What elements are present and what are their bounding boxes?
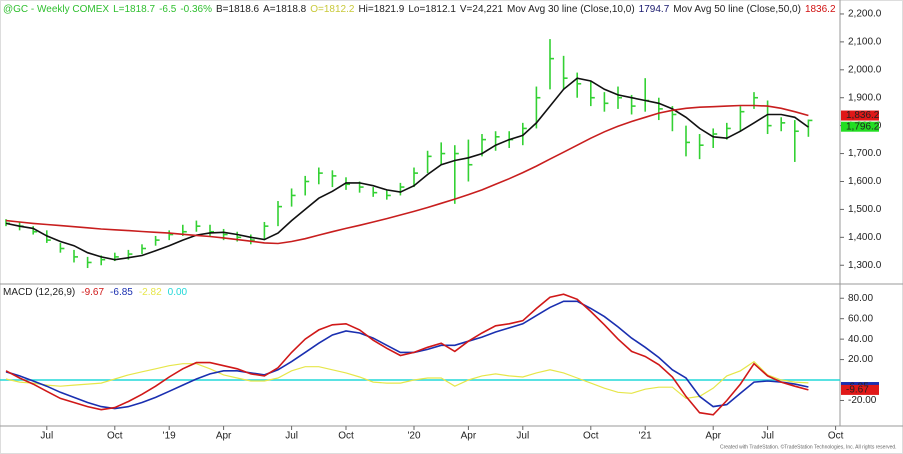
chart-header: @GC - Weekly COMEX L=1818.7 -6.5 -0.36% B=18…	[3, 4, 836, 15]
y-tick-label: 1,300.0	[848, 260, 882, 271]
macd-readout: -2.82	[139, 287, 162, 298]
x-tick-label: Jul	[40, 431, 53, 442]
price-tag	[841, 121, 879, 132]
header-item: -6.5	[159, 4, 177, 15]
x-tick-label: Apr	[705, 431, 721, 442]
y-tick-label: 1,700.0	[848, 148, 882, 159]
macd-readout: -9.67	[81, 287, 104, 298]
y-tick-label: 80.00	[848, 293, 873, 304]
y-tick-label: 60.00	[848, 313, 873, 324]
price-tag	[841, 110, 879, 121]
y-tick-label: 2,200.0	[848, 9, 882, 20]
y-tick-label: 2,000.0	[848, 64, 882, 75]
macd-line	[5, 293, 809, 416]
header-item: 1794.7	[639, 4, 670, 15]
y-tick-label: 1,900.0	[848, 92, 882, 103]
header-item: Lo=1812.1	[408, 4, 456, 15]
y-tick-label: 20.00	[848, 354, 873, 365]
x-tick-label: '21	[639, 431, 652, 442]
price-tag	[841, 384, 879, 395]
macd-readout: 0.00	[168, 287, 188, 298]
header-item: Mov Avg 50 line (Close,50,0)	[673, 4, 801, 15]
header-item: V=24,221	[460, 4, 504, 15]
x-tick-label: Oct	[107, 431, 123, 442]
macd-readout: -6.85	[110, 287, 133, 298]
y-tick-label: -20.00	[848, 395, 877, 406]
header-item: Mov Avg 30 line (Close,10,0)	[507, 4, 635, 15]
x-tick-label: Oct	[828, 431, 844, 442]
x-tick-label: Apr	[216, 431, 232, 442]
header-item: L=1818.7	[113, 4, 155, 15]
y-tick-label: 2,100.0	[848, 37, 882, 48]
x-tick-label: Jul	[761, 431, 774, 442]
y-tick-label: 1,500.0	[848, 204, 882, 215]
y-tick-label: 1,600.0	[848, 176, 882, 187]
header-item: A=1818.8	[263, 4, 307, 15]
header-item: Hi=1821.9	[358, 4, 404, 15]
header-item: B=1818.6	[216, 4, 260, 15]
x-tick-label: Oct	[338, 431, 354, 442]
price-tag-label: -9.67	[846, 385, 869, 396]
header-item: @GC - Weekly COMEX	[3, 4, 109, 15]
x-tick-label: Jul	[285, 431, 298, 442]
macd-line	[5, 360, 809, 400]
moving-average	[5, 104, 809, 245]
x-tick-label: Jul	[516, 431, 529, 442]
macd-title: MACD (12,26,9)	[3, 287, 75, 298]
x-tick-label: Oct	[583, 431, 599, 442]
price-tag-label: 1,836.2	[846, 110, 880, 121]
y-tick-label: 1,400.0	[848, 232, 882, 243]
header-item: 1836.2	[805, 4, 836, 15]
y-tick-label: 40.00	[848, 334, 873, 345]
x-tick-label: '19	[163, 431, 176, 442]
macd-line	[5, 300, 809, 410]
x-tick-label: '20	[407, 431, 420, 442]
price-tag-label: 1,796.2	[846, 121, 880, 132]
footer: Created with TradeStation. ©TradeStation…	[720, 443, 897, 450]
macd-header: MACD (12,26,9) -9.67 -6.85 -2.82 0.00	[3, 287, 188, 298]
header-item: -0.36%	[180, 4, 212, 15]
x-tick-label: Apr	[461, 431, 477, 442]
header-item: O=1812.2	[310, 4, 355, 15]
